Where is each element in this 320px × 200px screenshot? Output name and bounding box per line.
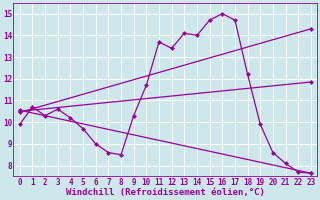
X-axis label: Windchill (Refroidissement éolien,°C): Windchill (Refroidissement éolien,°C)	[66, 188, 265, 197]
